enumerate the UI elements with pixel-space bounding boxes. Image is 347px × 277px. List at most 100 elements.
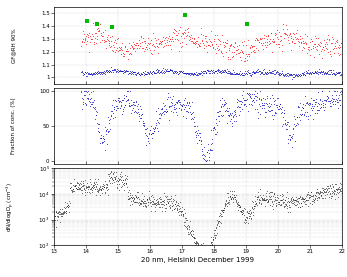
Point (73, 185, 78, 190)
Point (270, 96, 276, 100)
Point (271, 68, 277, 72)
Point (147, 200, 153, 204)
Point (88, 72, 94, 76)
Point (96, 71, 101, 75)
Point (219, 208, 224, 212)
Point (212, 47, 218, 52)
Point (329, 93, 335, 97)
Point (96, 27, 102, 32)
Point (145, 200, 151, 204)
Point (85, 190, 90, 194)
Point (87, 180, 93, 184)
Point (273, 98, 278, 102)
Point (287, 210, 293, 215)
Point (266, 191, 271, 195)
Point (297, 74, 303, 79)
Point (289, 73, 295, 77)
Point (303, 71, 308, 76)
Point (319, 89, 325, 93)
Point (259, 97, 264, 101)
Point (208, 244, 213, 249)
Point (241, 59, 247, 64)
Point (277, 101, 282, 106)
Point (86, 71, 91, 75)
Point (272, 111, 278, 115)
Point (146, 197, 152, 201)
Point (242, 98, 247, 102)
Point (210, 45, 215, 50)
Point (223, 109, 228, 114)
Point (197, 70, 203, 75)
Point (84, 73, 90, 78)
Point (218, 212, 224, 216)
Point (331, 192, 336, 196)
Point (234, 43, 239, 48)
Point (186, 99, 192, 104)
Point (272, 31, 278, 35)
Point (293, 41, 298, 45)
Point (263, 109, 268, 114)
Point (223, 49, 228, 54)
Point (250, 70, 256, 75)
Point (296, 200, 302, 205)
Point (78, 179, 84, 183)
Point (259, 194, 264, 199)
Point (291, 201, 296, 205)
Point (181, 32, 186, 36)
Point (146, 35, 151, 40)
Point (226, 112, 232, 117)
Point (329, 189, 334, 193)
Point (91, 98, 97, 102)
Point (229, 191, 235, 196)
Point (126, 103, 132, 107)
Point (105, 129, 110, 134)
Point (272, 68, 278, 72)
Point (89, 101, 95, 106)
Point (293, 195, 298, 199)
Point (215, 114, 221, 118)
Point (334, 190, 339, 194)
Point (59, 214, 65, 219)
Point (111, 105, 117, 109)
Point (144, 133, 149, 137)
Point (196, 42, 202, 47)
Point (338, 72, 344, 77)
Point (72, 184, 78, 189)
Point (247, 212, 253, 216)
Point (125, 69, 130, 73)
Point (293, 74, 298, 78)
Point (167, 197, 172, 201)
Point (290, 126, 296, 131)
Point (220, 69, 226, 73)
Point (184, 71, 189, 76)
Point (133, 70, 138, 74)
Point (127, 197, 132, 201)
Point (150, 199, 155, 204)
Point (252, 43, 257, 48)
Point (287, 200, 292, 204)
Point (120, 178, 126, 182)
Point (265, 103, 271, 108)
Point (83, 193, 88, 197)
Point (329, 194, 335, 198)
Point (201, 248, 207, 253)
Point (253, 70, 258, 74)
Point (104, 70, 110, 75)
Point (166, 118, 171, 122)
Point (252, 71, 257, 76)
Point (79, 188, 85, 192)
Point (231, 119, 237, 123)
Point (222, 204, 228, 209)
Point (234, 114, 239, 119)
Point (132, 196, 137, 200)
Point (203, 246, 209, 250)
Point (57, 212, 63, 217)
Point (172, 37, 178, 41)
Point (110, 171, 116, 175)
Point (308, 72, 313, 76)
Point (104, 127, 110, 131)
Point (66, 205, 71, 209)
Point (297, 205, 303, 209)
Point (215, 37, 221, 42)
Point (255, 197, 260, 202)
